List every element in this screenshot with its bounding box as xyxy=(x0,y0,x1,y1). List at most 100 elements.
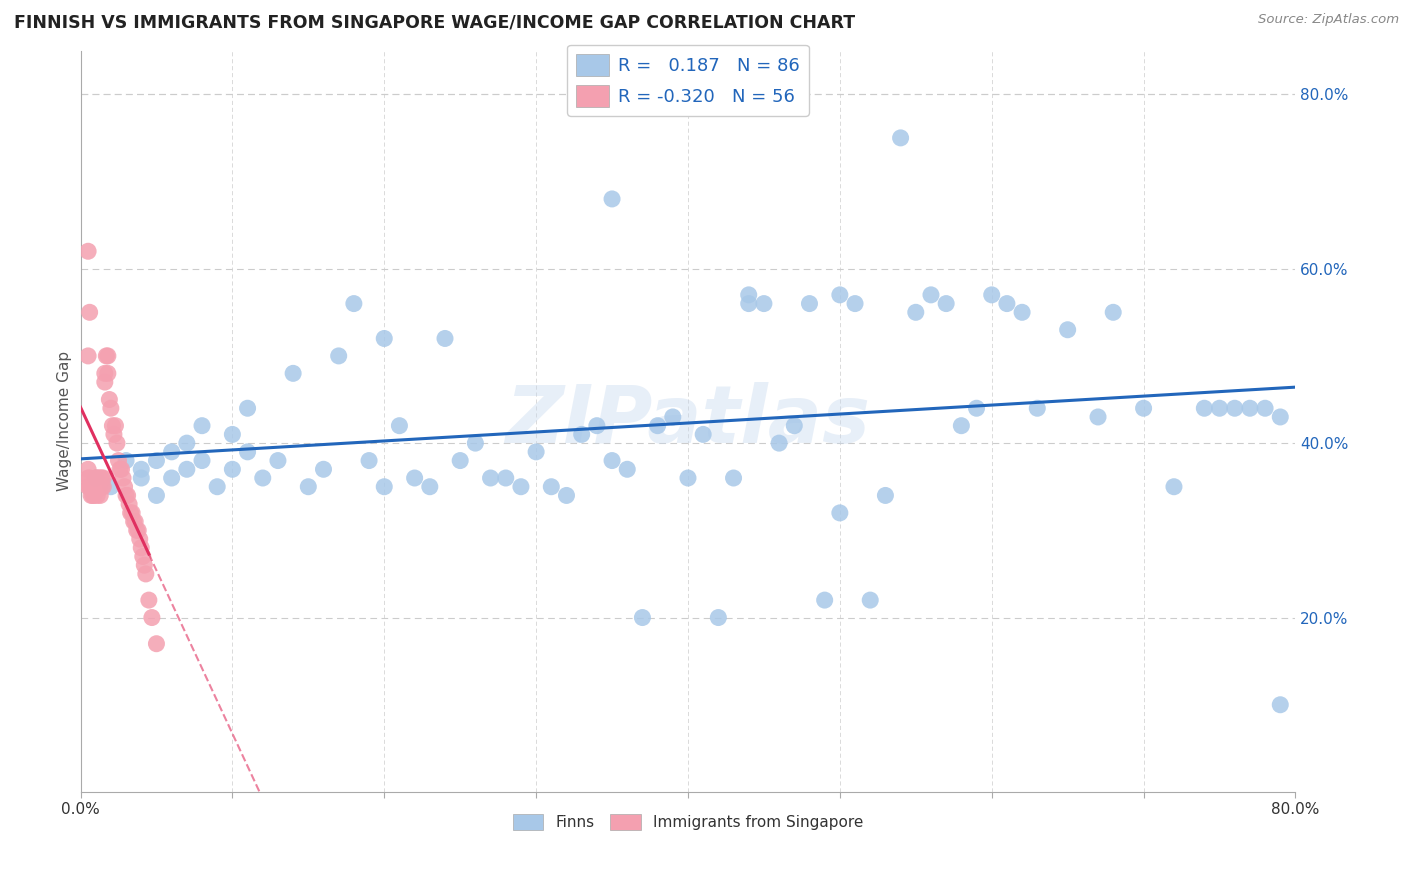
Point xyxy=(129,471,152,485)
Point xyxy=(84,480,107,494)
Point xyxy=(373,331,395,345)
Point xyxy=(83,480,105,494)
Point xyxy=(995,296,1018,310)
Point xyxy=(100,480,122,494)
Point xyxy=(676,471,699,485)
Point xyxy=(82,488,104,502)
Point xyxy=(94,367,117,381)
Point xyxy=(129,541,152,555)
Point xyxy=(145,453,167,467)
Point xyxy=(89,471,111,485)
Point xyxy=(221,462,243,476)
Point xyxy=(388,418,411,433)
Point xyxy=(1254,401,1277,416)
Point xyxy=(91,471,114,485)
Point xyxy=(79,480,101,494)
Point xyxy=(132,549,155,564)
Point xyxy=(80,480,103,494)
Point xyxy=(281,367,304,381)
Point xyxy=(84,471,107,485)
Point xyxy=(115,488,138,502)
Point xyxy=(267,453,290,467)
Point xyxy=(844,296,866,310)
Point xyxy=(343,296,366,310)
Point xyxy=(252,471,274,485)
Point xyxy=(312,462,335,476)
Point xyxy=(221,427,243,442)
Point xyxy=(692,427,714,442)
Point xyxy=(662,409,685,424)
Point xyxy=(120,506,142,520)
Point xyxy=(79,305,101,319)
Point xyxy=(904,305,927,319)
Point xyxy=(752,296,775,310)
Point xyxy=(176,436,198,450)
Point xyxy=(160,471,183,485)
Point xyxy=(586,418,609,433)
Point xyxy=(101,418,124,433)
Point xyxy=(1270,698,1292,712)
Point xyxy=(950,418,973,433)
Point xyxy=(86,488,108,502)
Point xyxy=(479,471,502,485)
Point xyxy=(1270,409,1292,424)
Point xyxy=(87,480,110,494)
Point xyxy=(191,453,214,467)
Point xyxy=(357,453,380,467)
Point xyxy=(84,471,107,485)
Point xyxy=(768,436,790,450)
Point xyxy=(799,296,821,310)
Point xyxy=(814,593,837,607)
Point xyxy=(723,471,745,485)
Point xyxy=(134,558,156,573)
Point xyxy=(1132,401,1154,416)
Point xyxy=(80,488,103,502)
Point xyxy=(79,471,101,485)
Point xyxy=(555,488,578,502)
Legend: Finns, Immigrants from Singapore: Finns, Immigrants from Singapore xyxy=(506,808,869,836)
Point xyxy=(138,593,160,607)
Point xyxy=(96,349,118,363)
Point xyxy=(77,480,100,494)
Point xyxy=(738,288,761,302)
Point xyxy=(87,471,110,485)
Point xyxy=(86,471,108,485)
Point xyxy=(117,488,139,502)
Point xyxy=(124,515,146,529)
Point xyxy=(141,610,163,624)
Point xyxy=(100,401,122,416)
Point xyxy=(105,436,128,450)
Point xyxy=(77,244,100,259)
Point xyxy=(89,488,111,502)
Point xyxy=(328,349,350,363)
Point xyxy=(121,506,143,520)
Point xyxy=(82,480,104,494)
Text: FINNISH VS IMMIGRANTS FROM SINGAPORE WAGE/INCOME GAP CORRELATION CHART: FINNISH VS IMMIGRANTS FROM SINGAPORE WAG… xyxy=(14,13,855,31)
Point xyxy=(1239,401,1261,416)
Point xyxy=(828,506,851,520)
Point xyxy=(464,436,486,450)
Point xyxy=(205,480,228,494)
Point xyxy=(1194,401,1216,416)
Point xyxy=(77,471,100,485)
Point xyxy=(125,524,148,538)
Point xyxy=(1087,409,1109,424)
Point xyxy=(160,445,183,459)
Point xyxy=(145,488,167,502)
Point xyxy=(510,480,533,494)
Point xyxy=(783,418,806,433)
Point xyxy=(90,480,112,494)
Point xyxy=(297,480,319,494)
Point xyxy=(1102,305,1125,319)
Point xyxy=(110,462,132,476)
Point xyxy=(129,462,152,476)
Point xyxy=(112,471,135,485)
Point xyxy=(1056,323,1078,337)
Point xyxy=(191,418,214,433)
Point xyxy=(236,401,259,416)
Point xyxy=(524,445,547,459)
Point xyxy=(118,497,141,511)
Point xyxy=(433,331,456,345)
Point xyxy=(616,462,638,476)
Point xyxy=(107,453,129,467)
